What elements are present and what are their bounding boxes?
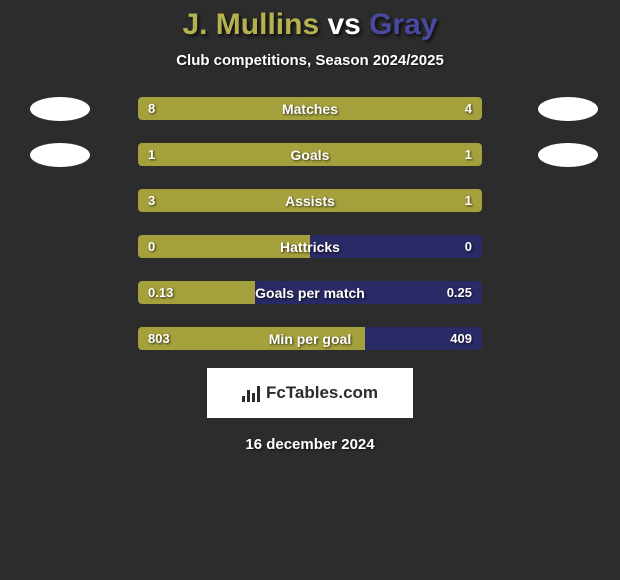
vs-text: vs xyxy=(319,8,369,41)
player2-avatar xyxy=(538,143,598,167)
left-value: 1 xyxy=(138,143,165,166)
player1-name: J. Mullins xyxy=(182,8,319,41)
stat-row: 803409Min per goal xyxy=(0,327,620,350)
left-value: 0.13 xyxy=(138,281,183,304)
bar-left-fill xyxy=(138,97,365,120)
right-value: 1 xyxy=(455,189,482,212)
stat-row: 11Goals xyxy=(0,143,620,166)
bar-left-fill xyxy=(138,189,396,212)
stat-bar: 803409Min per goal xyxy=(138,327,482,350)
stat-bar: 84Matches xyxy=(138,97,482,120)
player1-avatar xyxy=(30,143,90,167)
player2-name: Gray xyxy=(369,8,437,41)
left-value: 3 xyxy=(138,189,165,212)
source-badge[interactable]: FcTables.com xyxy=(207,368,413,418)
comparison-card: J. Mullins vs Gray Club competitions, Se… xyxy=(0,0,620,453)
date-text: 16 december 2024 xyxy=(0,436,620,453)
right-value: 0 xyxy=(455,235,482,258)
stat-bar: 11Goals xyxy=(138,143,482,166)
right-value: 409 xyxy=(440,327,482,350)
source-text: FcTables.com xyxy=(266,383,378,403)
right-value: 0.25 xyxy=(437,281,482,304)
left-value: 8 xyxy=(138,97,165,120)
stat-bar: 00Hattricks xyxy=(138,235,482,258)
left-value: 0 xyxy=(138,235,165,258)
left-value: 803 xyxy=(138,327,180,350)
stat-bar: 31Assists xyxy=(138,189,482,212)
stat-row: 00Hattricks xyxy=(0,235,620,258)
subtitle: Club competitions, Season 2024/2025 xyxy=(0,52,620,69)
stat-row: 31Assists xyxy=(0,189,620,212)
right-value: 1 xyxy=(455,143,482,166)
right-value: 4 xyxy=(455,97,482,120)
stat-row: 84Matches xyxy=(0,97,620,120)
stat-row: 0.130.25Goals per match xyxy=(0,281,620,304)
page-title: J. Mullins vs Gray xyxy=(0,8,620,42)
stat-bar: 0.130.25Goals per match xyxy=(138,281,482,304)
player1-avatar xyxy=(30,97,90,121)
bar-chart-icon xyxy=(242,384,260,402)
stats-rows: 84Matches11Goals31Assists00Hattricks0.13… xyxy=(0,97,620,350)
player2-avatar xyxy=(538,97,598,121)
